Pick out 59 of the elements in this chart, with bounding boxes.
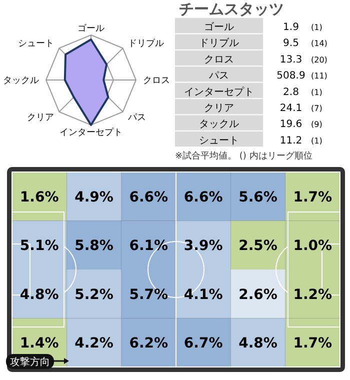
data-label: 1.6% (20, 189, 59, 206)
data-label: 1.9 (283, 22, 299, 33)
data-label: 6.6% (129, 189, 168, 206)
category-label: シュート (199, 135, 239, 146)
spoke-label: クロス (143, 76, 170, 86)
data-label: (1) (311, 136, 322, 146)
text: ※試合平均値。 () 内はリーグ順位 (175, 150, 312, 162)
data-label: 4.2% (74, 336, 114, 352)
spoke-label: ドリブル (128, 38, 164, 50)
data-label: 4.8% (20, 286, 59, 303)
data-label: 508.9 (276, 70, 306, 82)
data-label: 6.2% (129, 336, 168, 352)
category-label: パス (208, 70, 229, 82)
spoke-label: シュート (18, 39, 54, 50)
data-label: 3.9% (184, 238, 223, 254)
data-label: (9) (311, 120, 322, 130)
data-label: 1.7% (293, 336, 332, 352)
data-label: 5.2% (74, 286, 114, 303)
data-label: (7) (311, 104, 322, 113)
data-label: 2.6% (238, 286, 278, 303)
data-label: (1) (311, 23, 322, 32)
data-label: 11.2 (280, 135, 302, 146)
data-label: 6.6% (184, 189, 223, 206)
category-label: インターセプト (184, 86, 254, 98)
data-label: 2.5% (238, 238, 278, 254)
data-label: 4.8% (238, 336, 278, 352)
data-label: 2.8 (283, 86, 299, 98)
data-label: 5.7% (129, 286, 168, 303)
data-label: 5.8% (74, 238, 114, 254)
spoke-label: インターセプト (60, 127, 122, 138)
data-label: (14) (311, 39, 328, 48)
category-label: タックル (199, 119, 239, 130)
category-label: ゴール (204, 21, 234, 33)
data-label: (11) (311, 72, 328, 81)
text: チームスタッツ (179, 0, 284, 18)
spoke-label: クリア (27, 112, 54, 123)
annotation: 攻撃方向 (10, 356, 50, 368)
spoke-label: タックル (3, 76, 39, 86)
category-label: クリア (204, 103, 234, 114)
data-label: 5.1% (20, 238, 59, 254)
data-label: 4.9% (74, 189, 114, 206)
data-label: 6.1% (129, 238, 168, 254)
data-label: 9.5 (283, 38, 299, 50)
data-label: 1.2% (293, 286, 332, 303)
data-label: 1.4% (20, 336, 59, 352)
data-label: (1) (311, 88, 322, 97)
data-label: 1.0% (293, 238, 332, 254)
category-label: クロス (204, 54, 234, 66)
data-label: (20) (311, 55, 328, 64)
data-label: 19.6 (280, 119, 302, 130)
data-label: 1.7% (293, 189, 332, 206)
spoke-label: パス (126, 112, 146, 123)
data-label: 6.7% (184, 336, 223, 352)
category-label: ドリブル (199, 37, 239, 50)
data-label: 4.1% (184, 286, 223, 303)
data-label: 13.3 (280, 54, 302, 66)
data-label: 5.6% (238, 189, 278, 206)
spoke-label: ゴール (78, 23, 104, 34)
data-label: 24.1 (280, 103, 302, 114)
